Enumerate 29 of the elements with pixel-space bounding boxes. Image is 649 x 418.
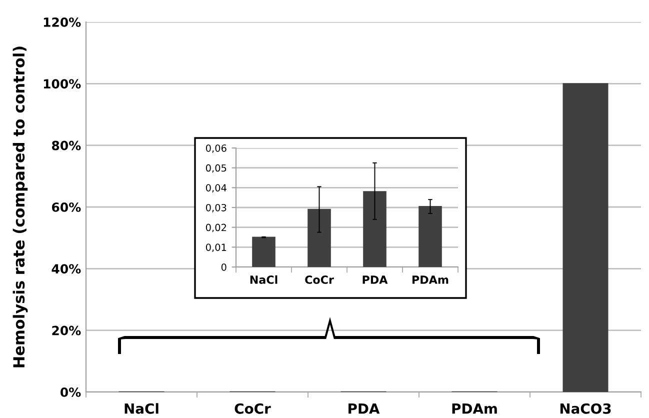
x-tick-label: PDA <box>362 276 388 284</box>
bar <box>562 83 608 392</box>
y-tick-label: 40% <box>52 264 81 274</box>
y-tick-label: 0% <box>60 387 81 397</box>
y-tick-label: 80% <box>52 140 81 150</box>
y-tick-label: 0,03 <box>206 204 226 212</box>
x-tick-label: CoCr <box>234 403 271 414</box>
y-tick-label: 0,02 <box>206 224 226 232</box>
x-tick-label: NaCO3 <box>560 403 611 414</box>
y-axis-title: Hemolysis rate (compared to control) <box>12 46 28 368</box>
bar <box>418 206 442 267</box>
x-tick-label: PDA <box>348 404 380 414</box>
y-tick-label: 0 <box>221 263 226 271</box>
y-tick-label: 0,06 <box>206 144 226 153</box>
y-tick-label: 20% <box>52 326 81 336</box>
y-tick-label: 60% <box>52 202 81 212</box>
bar <box>363 191 386 267</box>
x-tick-label: PDAm <box>412 276 448 284</box>
x-tick-label: NaCl <box>250 275 278 284</box>
y-tick-label: 120% <box>44 17 81 27</box>
bar <box>252 236 276 267</box>
bar <box>308 208 331 267</box>
x-tick-label: NaCl <box>124 403 158 414</box>
x-tick-label: CoCr <box>305 276 334 284</box>
y-tick-label: 0,05 <box>206 164 226 173</box>
x-tick-label: PDAm <box>452 404 497 414</box>
y-tick-label: 0,01 <box>206 244 226 252</box>
y-tick-label: 100% <box>44 79 81 89</box>
y-tick-label: 0,04 <box>206 184 226 192</box>
